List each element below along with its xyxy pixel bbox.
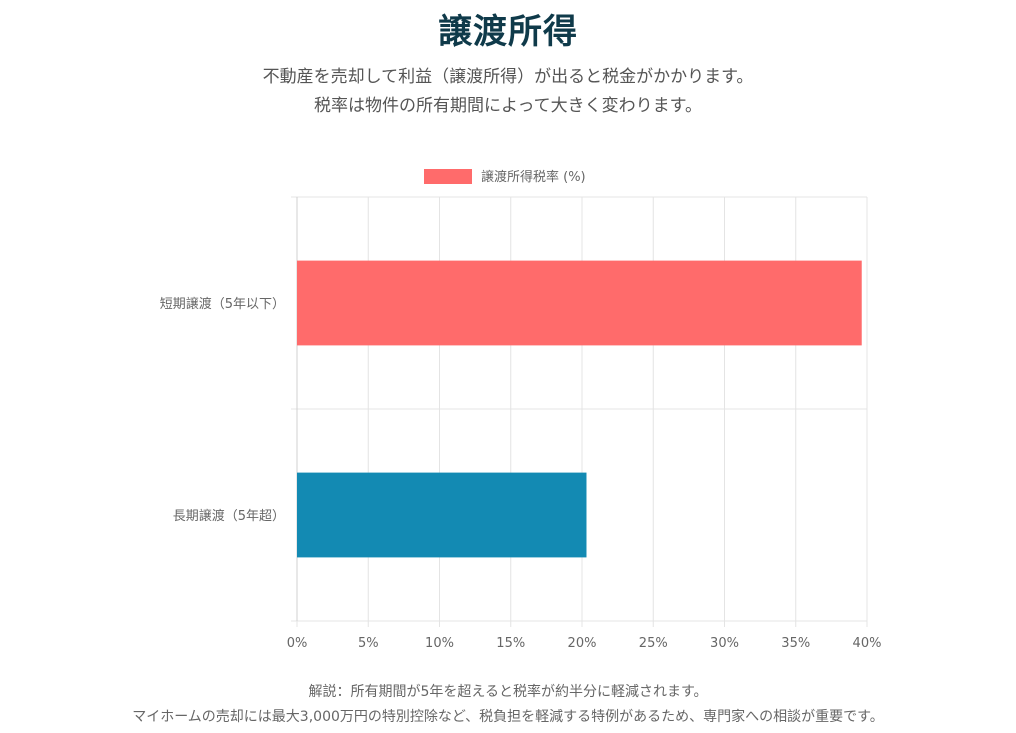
x-tick-label: 15%: [496, 636, 525, 651]
legend-label: 譲渡所得税率 (%): [481, 169, 586, 185]
subtitle-line-1: 不動産を売却して利益（譲渡所得）が出ると税金がかかります。: [262, 67, 754, 87]
x-tick-label: 35%: [781, 636, 810, 651]
tax-rate-bar-chart: 譲渡所得税率 (%) 0% 5% 10% 15% 20% 25% 30% 35% 40% 短期譲渡（…: [160, 169, 882, 651]
bar-long-term: [297, 472, 587, 558]
subtitle-line-2: 税率は物件の所有期間によって大きく変わります。: [314, 96, 702, 116]
page-title: 譲渡所得: [438, 12, 578, 52]
x-tick-label: 40%: [853, 636, 882, 651]
category-label: 長期譲渡（5年超）: [173, 508, 285, 524]
x-tick-label: 30%: [710, 636, 739, 651]
x-tick-label: 25%: [639, 636, 668, 651]
legend-swatch: [424, 169, 472, 184]
x-tick-label: 10%: [425, 636, 454, 651]
x-tick-label: 0%: [287, 636, 308, 651]
explanation-note: 解説：所有期間が5年を超えると税率が約半分に軽減されます。: [308, 684, 708, 700]
special-deduction-note: マイホームの売却には最大3,000万円の特別控除など、税負担を軽減する特例がある…: [132, 709, 884, 725]
x-tick-label: 20%: [568, 636, 597, 651]
bar-short-term: [297, 260, 862, 346]
category-label: 短期譲渡（5年以下）: [160, 296, 285, 312]
x-tick-label: 5%: [358, 636, 379, 651]
chart-legend: 譲渡所得税率 (%): [424, 169, 586, 185]
